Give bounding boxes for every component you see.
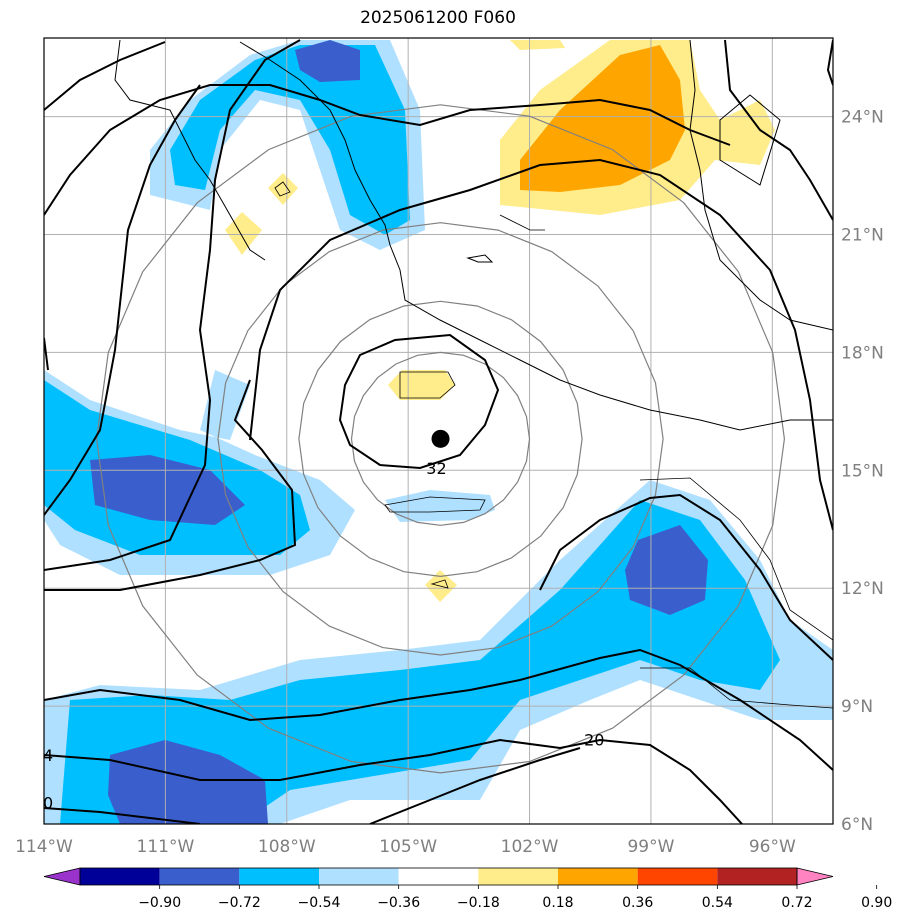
colorbar-label-1: −0.72 [218, 895, 261, 911]
colorbar-box-0 [80, 868, 160, 885]
colorbar-label-9: 0.90 [861, 895, 892, 911]
shade-yellow [225, 212, 262, 255]
colorbar-box-7 [637, 868, 718, 885]
gridlines [44, 38, 833, 824]
longitude-tick-labels: 114°W 111°W 108°W 105°W 102°W 99°W 96°W [15, 837, 796, 857]
shade-light-blue [385, 490, 495, 522]
map-title: 2025061200 F060 [360, 8, 516, 28]
colorbar-label-0: −0.90 [138, 895, 181, 911]
shade-dark-blue [295, 40, 360, 82]
contour-24 [249, 158, 833, 531]
contour-labels: 32 20 4 0 [43, 459, 604, 812]
lon-tick-label-1: 111°W [137, 837, 195, 857]
shade-yellow [268, 173, 298, 205]
storm-center-marker [431, 429, 450, 448]
contour-8 [44, 807, 201, 824]
colorbar-label-4: −0.18 [457, 895, 500, 911]
colorbar-label-5: 0.18 [542, 895, 573, 911]
shade-yellow [388, 370, 455, 400]
contour-nw [44, 84, 731, 216]
contour-28 [539, 493, 833, 661]
colorbar-box-1 [159, 868, 240, 885]
lon-tick-label-0: 114°W [15, 837, 73, 857]
range-ring-3 [95, 104, 786, 774]
shade-blue [170, 45, 410, 235]
shade-dark-blue [108, 740, 268, 824]
lat-tick-label-2: 12°N [841, 579, 884, 599]
colorbar-frame [79, 867, 798, 886]
contour-32 [338, 333, 500, 470]
contour-20 [44, 648, 833, 771]
contour-label-1: 20 [584, 730, 604, 749]
latitude-tick-labels: 6°N 9°N 12°N 15°N 18°N 21°N 24°N [841, 108, 884, 835]
contour-ne2 [826, 39, 833, 86]
contour-label-2: 4 [43, 746, 53, 765]
colorbar: −0.90 −0.72 −0.54 −0.36 −0.18 0.18 0.36 0.54 0.7… [43, 867, 892, 911]
shading-layer [44, 40, 833, 824]
lat-tick-label-4: 18°N [841, 343, 884, 363]
map-frame [43, 37, 834, 825]
colorbar-extend-high [796, 867, 834, 886]
colorbar-box-3 [319, 868, 399, 885]
colorbar-box-4 [398, 868, 479, 885]
colorbar-label-7: 0.54 [702, 895, 733, 911]
colorbar-box-8 [717, 868, 797, 885]
contour-12 [44, 738, 743, 824]
colorbar-box-2 [239, 868, 319, 885]
colorbar-box-5 [478, 868, 558, 885]
contour-16 [44, 39, 301, 571]
lat-tick-label-0: 6°N [841, 815, 873, 835]
coastline [114, 39, 833, 431]
lat-tick-label-5: 21°N [841, 226, 884, 246]
lon-tick-label-4: 102°W [501, 837, 559, 857]
shade-orange [520, 45, 685, 192]
lon-tick-label-6: 96°W [749, 837, 796, 857]
lon-tick-label-2: 108°W [258, 837, 316, 857]
contour-24b [44, 379, 297, 591]
range-ring-1 [298, 300, 583, 578]
colorbar-label-6: 0.36 [622, 895, 653, 911]
colorbar-label-3: −0.36 [377, 895, 420, 911]
contour-label-3: 0 [43, 793, 53, 812]
contour-ne [724, 39, 833, 221]
shading-outline [274, 181, 833, 709]
shade-dark-blue [90, 455, 245, 525]
lat-tick-label-1: 9°N [841, 697, 873, 717]
contour-20b [369, 747, 581, 824]
range-ring-2 [217, 222, 664, 656]
contour-label-0: 32 [426, 459, 446, 478]
colorbar-label-2: −0.54 [298, 895, 341, 911]
contour-lines [44, 39, 833, 824]
colorbar-box-6 [558, 868, 638, 885]
colorbar-extend-low [43, 867, 81, 886]
range-rings [95, 104, 786, 774]
lon-tick-label-3: 105°W [379, 837, 437, 857]
shade-yellow [510, 40, 565, 50]
lat-tick-label-6: 24°N [841, 108, 884, 128]
range-ring-0 [350, 351, 531, 526]
contour-w [44, 84, 201, 516]
shade-blue [60, 500, 780, 824]
colorbar-label-8: 0.72 [781, 895, 812, 911]
shade-dark-blue [625, 525, 708, 615]
lat-tick-label-3: 15°N [841, 461, 884, 481]
contour-w-edge [44, 337, 49, 371]
lon-tick-label-5: 99°W [627, 837, 674, 857]
contour-nw2 [44, 41, 166, 111]
